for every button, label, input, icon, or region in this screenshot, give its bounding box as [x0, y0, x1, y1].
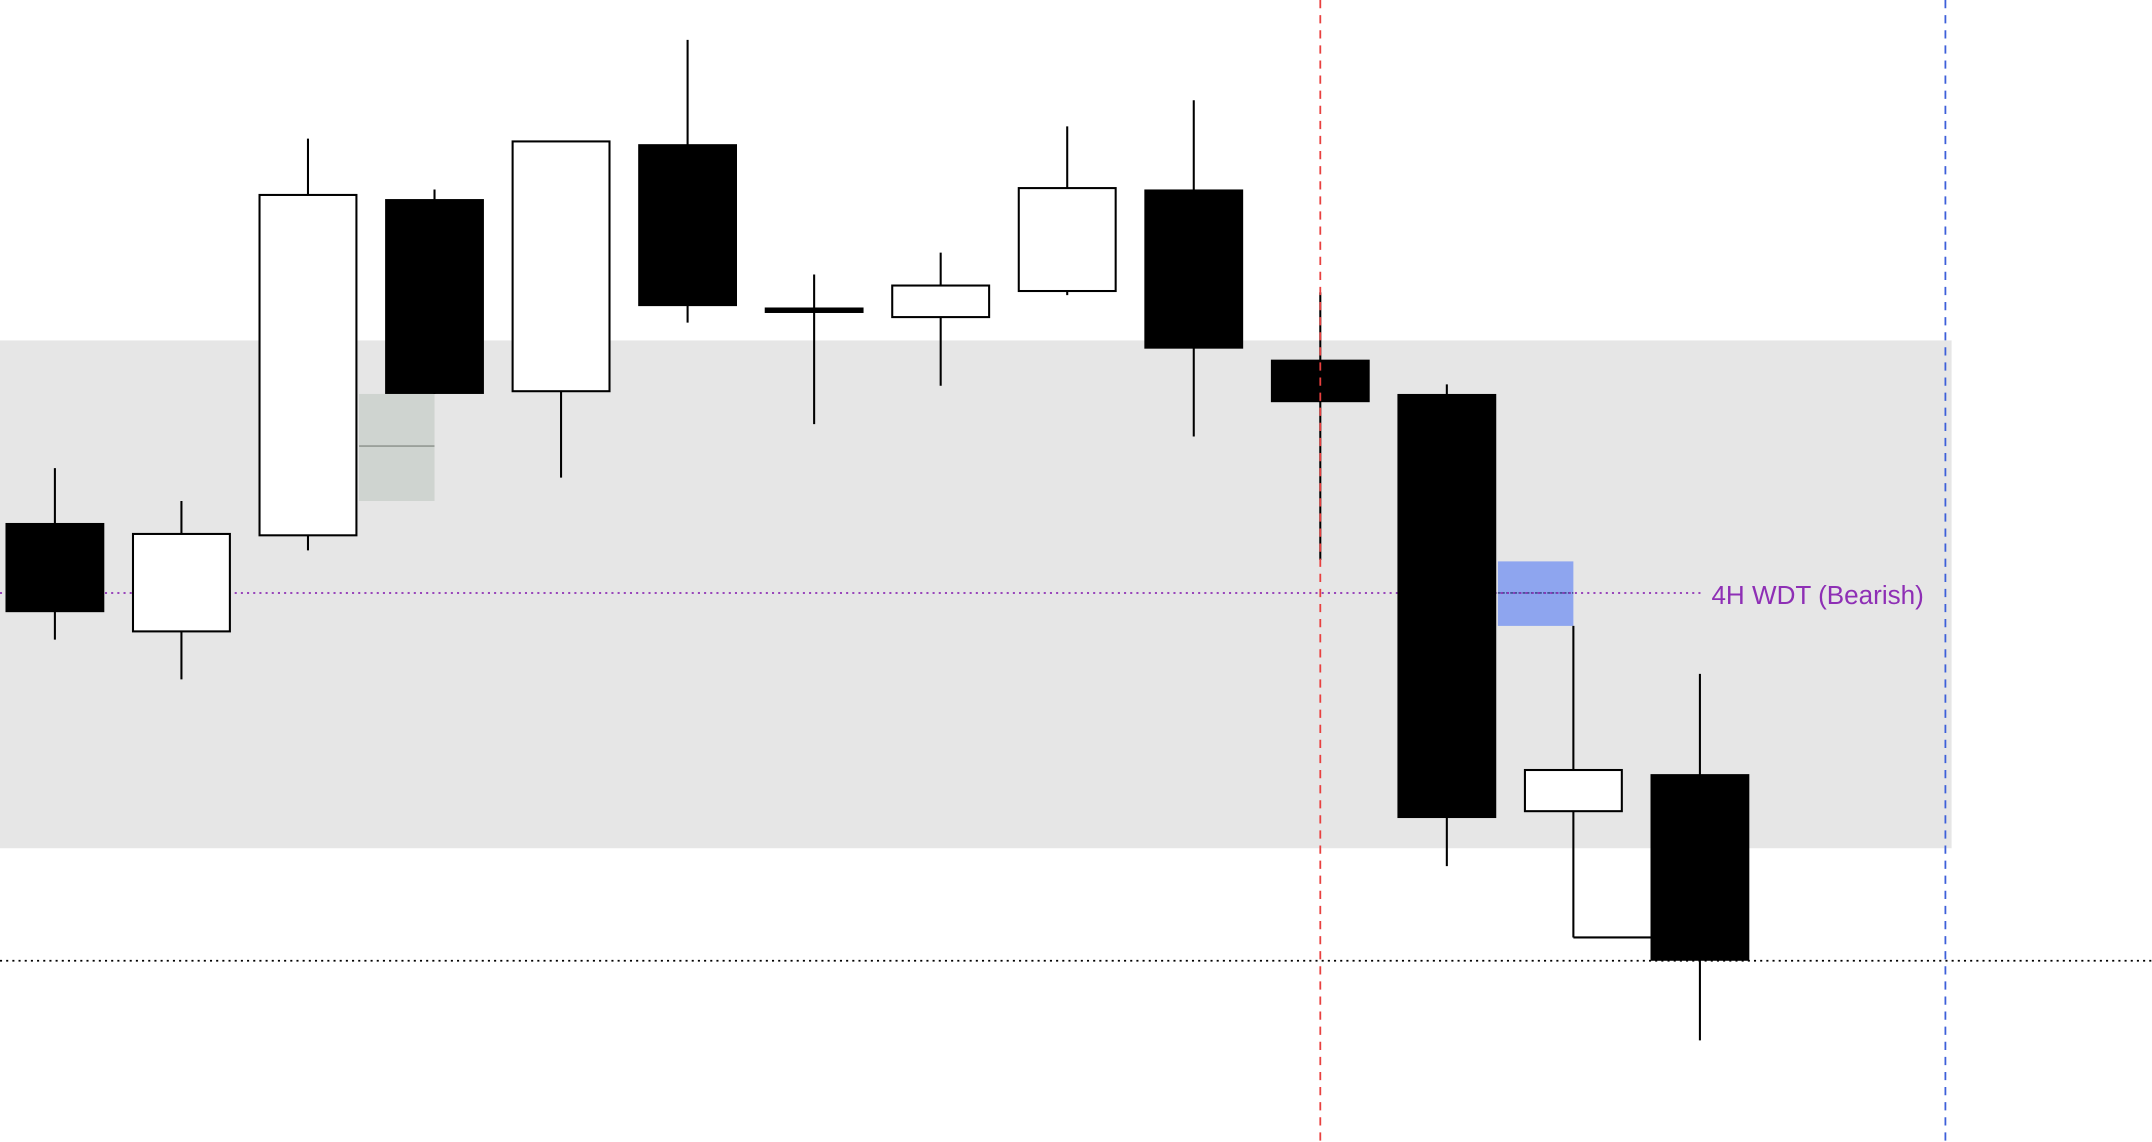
candle-body-bearish [5, 522, 105, 613]
candle [1017, 126, 1117, 296]
candle-body-bullish [131, 532, 231, 633]
candle [1144, 100, 1244, 437]
candle-body-bearish [385, 199, 484, 394]
candle-body-bullish [258, 193, 358, 537]
candle [764, 274, 864, 425]
candle [258, 138, 358, 551]
candle-body-bearish [638, 144, 738, 307]
candle-body-bearish [1650, 774, 1750, 961]
candle [5, 468, 105, 640]
wdt-level-label: 4H WDT (Bearish) [1711, 580, 1923, 610]
candle-body-doji [764, 307, 864, 313]
candle [1397, 384, 1497, 867]
candle [1523, 625, 1623, 938]
candle-body-bullish [891, 284, 991, 319]
small-gray-zone [359, 393, 435, 502]
candle-body-bullish [1523, 768, 1623, 813]
candle [891, 252, 991, 386]
candle [131, 501, 231, 680]
candle-body-bullish [1017, 187, 1117, 293]
candle [385, 189, 484, 394]
candle [638, 39, 738, 323]
candle-body-bullish [511, 140, 611, 393]
candle-body-bearish [1144, 189, 1244, 349]
candle-body-bearish [1397, 393, 1497, 819]
candles [5, 39, 1750, 1041]
candle [511, 140, 611, 478]
candle [1650, 673, 1750, 1041]
